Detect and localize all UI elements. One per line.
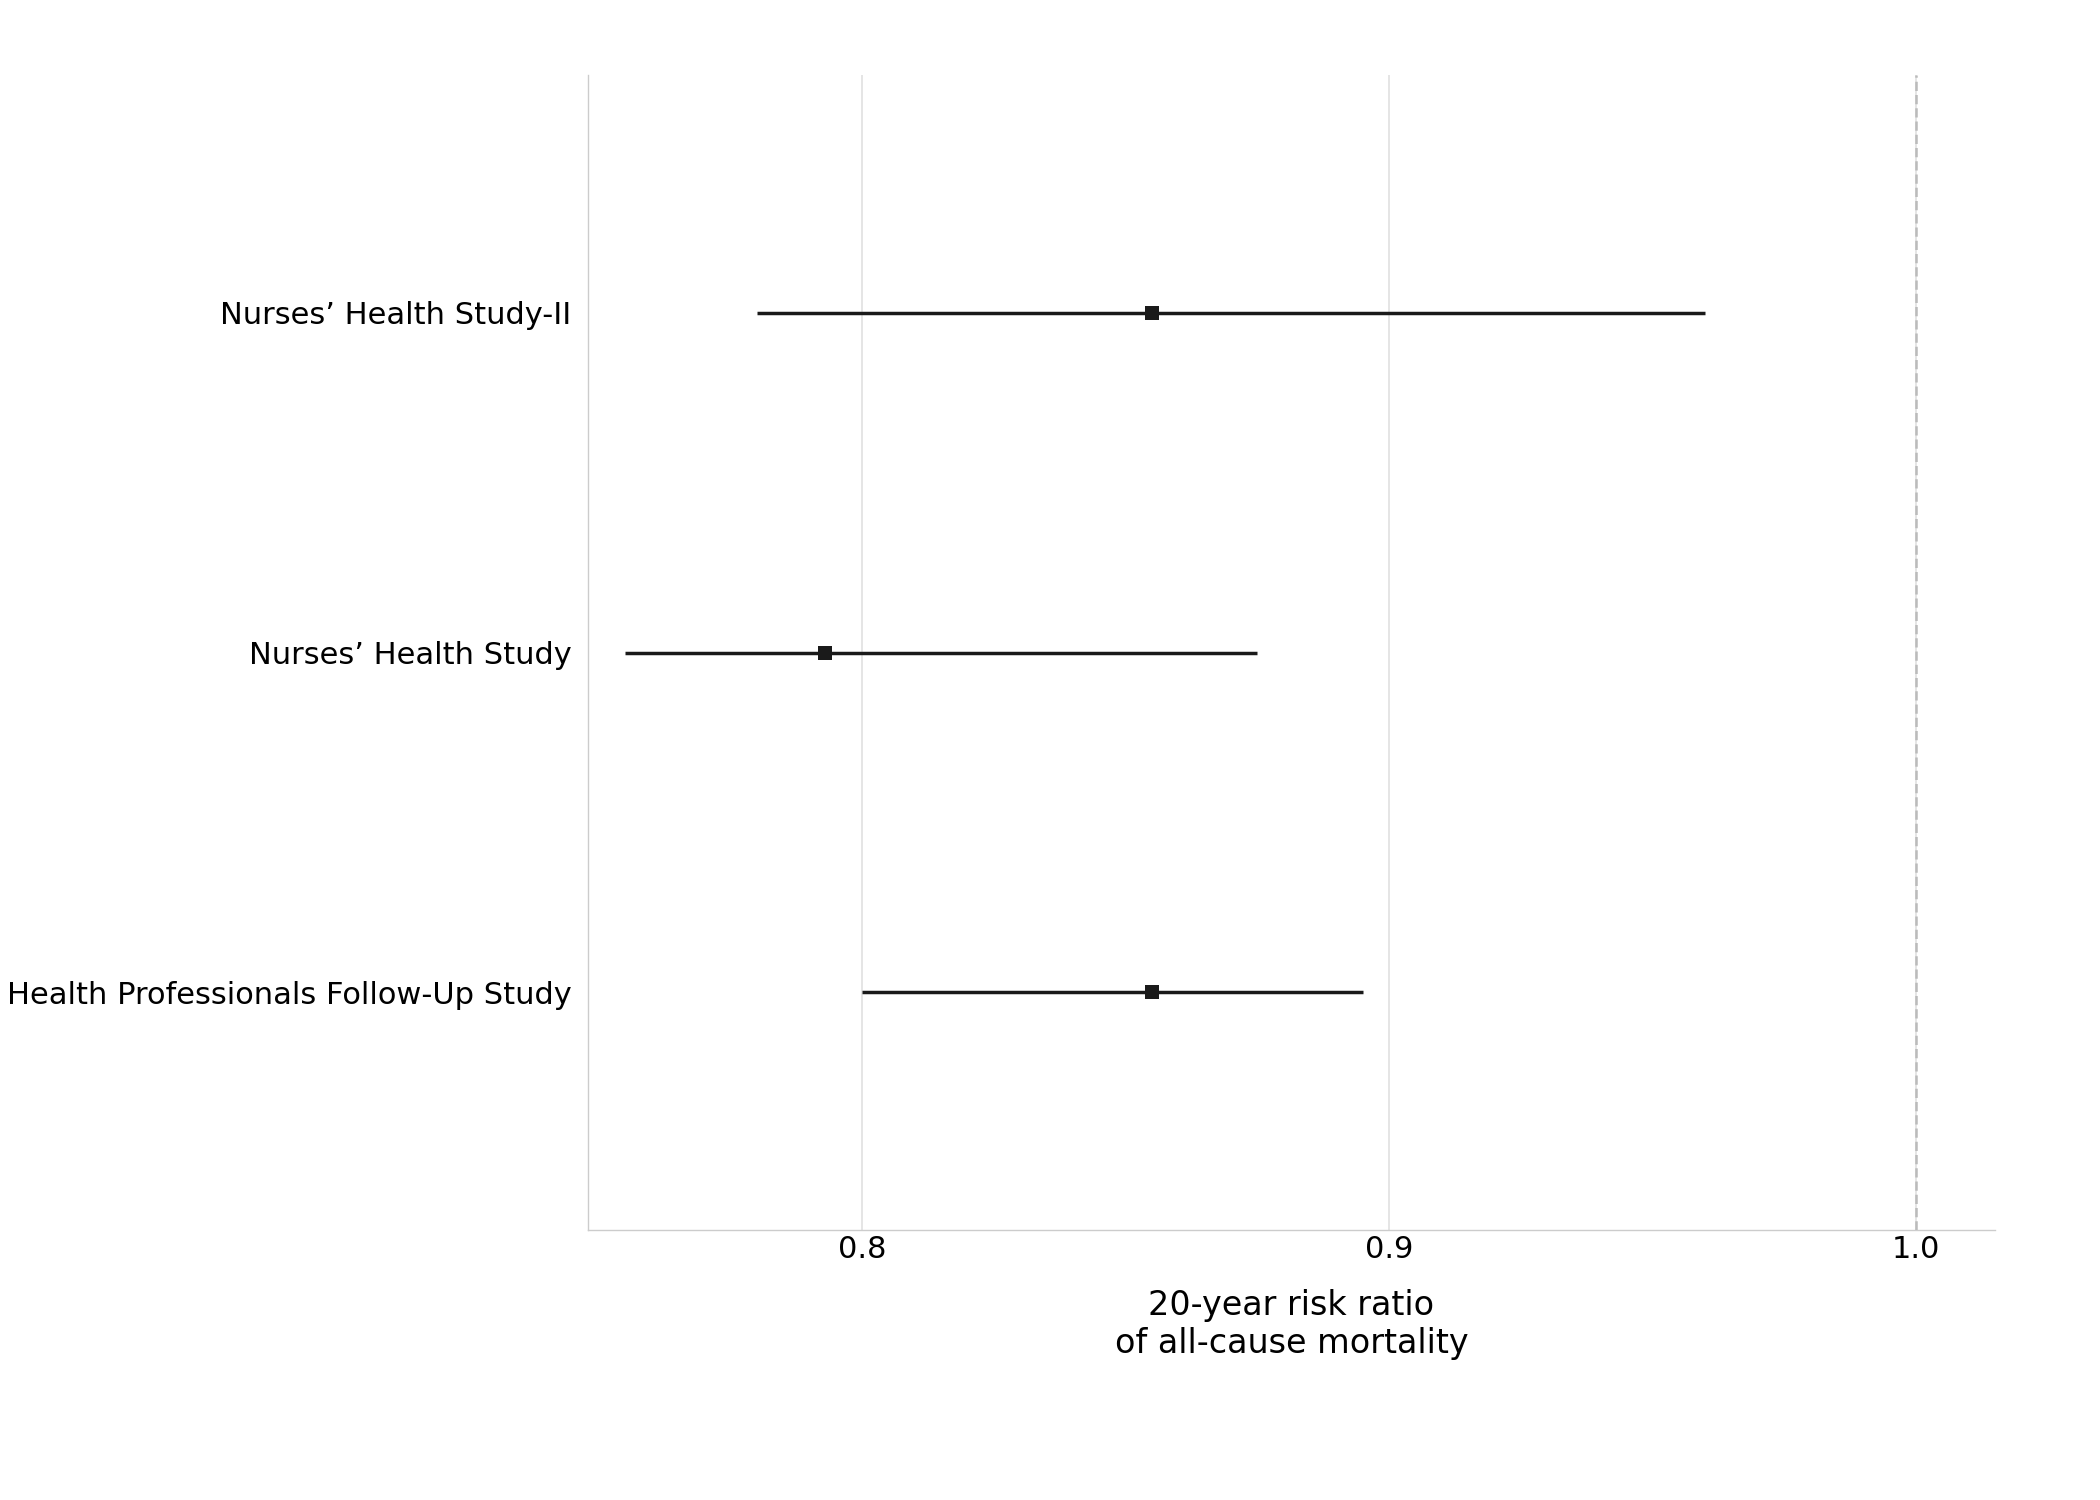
X-axis label: 20-year risk ratio
of all-cause mortality: 20-year risk ratio of all-cause mortalit…: [1115, 1288, 1468, 1360]
Point: [1136, 980, 1170, 1004]
Point: [1136, 302, 1170, 326]
Point: [808, 640, 842, 664]
